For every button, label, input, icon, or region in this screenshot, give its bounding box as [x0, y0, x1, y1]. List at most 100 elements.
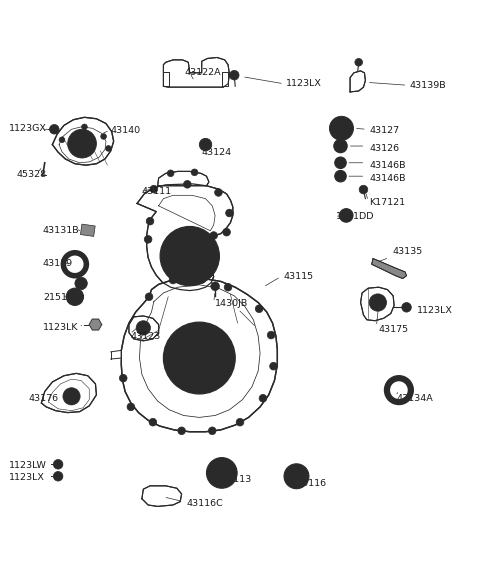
Text: 43116: 43116 [297, 479, 326, 488]
Circle shape [173, 332, 226, 384]
Polygon shape [137, 184, 233, 291]
Text: 1751DD: 1751DD [336, 213, 374, 221]
Circle shape [224, 283, 232, 291]
Circle shape [144, 235, 152, 243]
Circle shape [284, 464, 309, 489]
Text: 43175: 43175 [379, 325, 409, 334]
Text: 43139B: 43139B [410, 81, 446, 90]
Circle shape [185, 344, 214, 373]
Text: 43135: 43135 [392, 247, 422, 256]
Circle shape [215, 189, 222, 196]
Text: 21513: 21513 [43, 293, 73, 303]
Polygon shape [372, 259, 407, 279]
Polygon shape [41, 373, 96, 413]
Text: 43123: 43123 [131, 332, 161, 340]
Text: 1123LX: 1123LX [286, 79, 321, 88]
Circle shape [120, 374, 127, 382]
Text: 43122A: 43122A [185, 68, 222, 77]
Circle shape [136, 321, 151, 335]
Circle shape [149, 418, 157, 426]
Circle shape [355, 58, 362, 66]
Circle shape [145, 293, 153, 301]
Text: 43113: 43113 [222, 475, 252, 484]
Circle shape [127, 403, 135, 411]
Text: 1123GX: 1123GX [9, 124, 47, 133]
Circle shape [82, 124, 87, 130]
Circle shape [208, 427, 216, 434]
Text: 43146B: 43146B [369, 161, 406, 170]
Text: 43127: 43127 [369, 126, 399, 135]
Circle shape [53, 460, 63, 469]
Text: 43131B: 43131B [43, 226, 79, 235]
Circle shape [335, 171, 346, 182]
Polygon shape [129, 316, 158, 341]
Circle shape [198, 276, 205, 283]
Text: 43140: 43140 [111, 126, 141, 135]
Circle shape [160, 227, 219, 286]
Circle shape [169, 236, 210, 276]
Text: 43111: 43111 [142, 187, 172, 196]
Circle shape [59, 137, 65, 142]
Text: 43124: 43124 [202, 148, 232, 157]
Text: 43115: 43115 [283, 272, 313, 281]
Circle shape [335, 157, 346, 169]
Circle shape [71, 293, 79, 301]
Circle shape [226, 209, 233, 217]
Circle shape [68, 129, 96, 158]
Text: 43116C: 43116C [186, 499, 223, 508]
Circle shape [53, 471, 63, 481]
Bar [81, 224, 95, 237]
Polygon shape [163, 57, 229, 87]
Circle shape [169, 276, 177, 284]
Circle shape [336, 123, 347, 134]
Circle shape [213, 464, 230, 482]
Circle shape [359, 185, 368, 194]
Polygon shape [350, 71, 365, 92]
Polygon shape [142, 486, 181, 506]
Circle shape [329, 116, 353, 140]
Circle shape [150, 185, 157, 193]
Polygon shape [121, 279, 277, 432]
Circle shape [167, 170, 174, 176]
Circle shape [338, 161, 343, 165]
Circle shape [146, 217, 154, 225]
Polygon shape [89, 319, 102, 330]
Text: 1123LX: 1123LX [9, 473, 45, 482]
Circle shape [255, 305, 263, 312]
Circle shape [236, 418, 244, 426]
Circle shape [229, 71, 239, 80]
Text: 45328: 45328 [16, 171, 46, 179]
Circle shape [369, 294, 386, 311]
Polygon shape [163, 72, 169, 86]
Text: 43134A: 43134A [397, 394, 434, 403]
Circle shape [178, 427, 185, 434]
Circle shape [66, 288, 84, 305]
Text: 1123LK: 1123LK [43, 324, 78, 332]
Circle shape [337, 143, 343, 149]
Circle shape [75, 277, 87, 290]
Circle shape [270, 362, 277, 370]
Circle shape [63, 388, 80, 405]
Text: 43176: 43176 [28, 394, 59, 403]
Circle shape [259, 394, 267, 402]
Circle shape [338, 174, 343, 179]
Text: 43146B: 43146B [369, 173, 406, 183]
Circle shape [343, 213, 349, 218]
Circle shape [163, 322, 235, 394]
Text: 1430JB: 1430JB [215, 299, 248, 308]
Polygon shape [52, 117, 114, 165]
Text: 43126: 43126 [369, 144, 399, 153]
Polygon shape [157, 171, 209, 186]
Circle shape [49, 124, 59, 134]
Circle shape [106, 145, 111, 151]
Circle shape [191, 169, 198, 176]
Polygon shape [222, 72, 228, 86]
Circle shape [339, 208, 353, 222]
Circle shape [183, 180, 191, 188]
Text: K17121: K17121 [369, 197, 405, 207]
Polygon shape [360, 287, 394, 321]
Text: 1123LW: 1123LW [9, 461, 47, 470]
Circle shape [211, 282, 219, 291]
Circle shape [223, 228, 230, 236]
Circle shape [267, 331, 275, 339]
